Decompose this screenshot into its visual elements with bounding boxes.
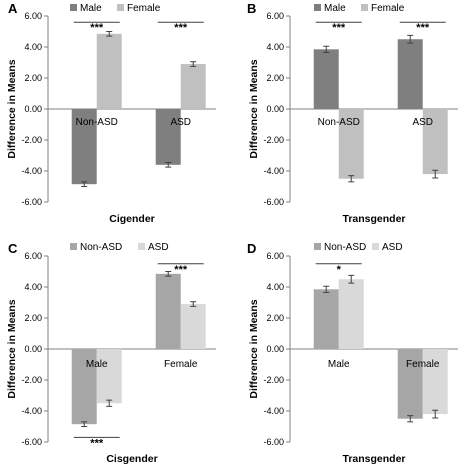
legend-swatch [361,4,368,11]
legend-swatch [138,243,145,250]
significance-marker: *** [332,22,346,34]
y-tick-label: 6.00 [24,251,42,261]
significance-marker: *** [174,264,188,276]
y-axis-title: Difference in Means [6,299,18,398]
bar-male-non-asd [313,49,339,109]
y-tick-label: -2.00 [263,375,284,385]
bar-female-asd [422,109,448,175]
significance-marker: *** [90,22,104,34]
y-tick-label: 6.00 [24,11,42,21]
x-category-label: ASD [170,117,191,128]
y-tick-label: -4.00 [263,406,284,416]
legend-label: Non-ASD [80,242,122,253]
significance-marker: * [337,264,342,276]
y-tick-label: 6.00 [266,11,284,21]
bar-non-asd-male [313,289,339,349]
legend-label: Male [80,3,102,14]
chart-panel-a: A 6.00 4.00 2.00 0.00 -2.00 -4.00 -6.00 Differen… [6,1,216,225]
y-tick-label: 4.00 [266,42,284,52]
bar-non-asd-male [71,349,97,425]
chart-subtitle: Transgender [342,213,405,225]
x-category-label: Male [86,359,108,370]
y-tick-label: 0.00 [24,104,42,114]
y-tick-label: -4.00 [21,406,42,416]
bar-non-asd-female [397,349,423,419]
bar-non-asd-female [155,273,181,349]
legend-label: Male [324,3,346,14]
y-tick-label: 4.00 [24,42,42,52]
significance-marker: *** [416,22,430,34]
panel-letter: C [8,241,18,256]
legend-label: ASD [382,242,403,253]
bar-female-non-asd [96,33,122,110]
y-tick-label: -2.00 [263,135,284,145]
y-tick-label: 2.00 [24,313,42,323]
chart-panel-d: D 6.00 4.00 2.00 0.00 -2.00 -4.00 -6.00 Differen… [247,241,458,465]
y-tick-label: 0.00 [24,344,42,354]
legend-swatch [314,4,321,11]
panel-letter: A [8,1,18,16]
legend-swatch [314,243,321,250]
legend-label: Female [127,3,161,14]
bar-asd-female [180,304,206,349]
legend-swatch [372,243,379,250]
y-tick-label: -6.00 [263,437,284,447]
y-tick-label: 2.00 [24,73,42,83]
chart-panel-b: B 6.00 4.00 2.00 0.00 -2.00 -4.00 -6.00 Differen… [247,1,458,225]
bar-asd-male [338,279,364,349]
legend-label: Non-ASD [324,242,366,253]
y-axis-title: Difference in Means [248,299,260,398]
chart-subtitle: Cigender [109,213,155,225]
significance-marker: *** [90,437,104,449]
bar-male-asd [397,39,423,109]
x-category-label: Female [164,359,198,370]
panel-letter: B [247,1,256,16]
chart-subtitle: Cisgender [106,453,157,465]
legend-swatch [117,4,124,11]
panel-letter: D [247,241,256,256]
x-category-label: Non-ASD [318,117,360,128]
bar-asd-male [96,349,122,404]
y-tick-label: 0.00 [266,344,284,354]
legend-swatch [70,243,77,250]
bar-male-asd [155,109,181,165]
y-tick-label: -2.00 [21,375,42,385]
y-tick-label: -4.00 [263,166,284,176]
y-tick-label: 2.00 [266,73,284,83]
y-tick-label: -2.00 [21,135,42,145]
y-tick-label: -6.00 [21,197,42,207]
bar-female-asd [180,64,206,109]
y-tick-label: -4.00 [21,166,42,176]
y-tick-label: 2.00 [266,313,284,323]
y-tick-label: -6.00 [263,197,284,207]
significance-marker: *** [174,22,188,34]
chart-panel-c: C 6.00 4.00 2.00 0.00 -2.00 -4.00 -6.00 Differen… [6,241,216,465]
legend-label: Female [371,3,405,14]
x-category-label: Male [328,359,350,370]
y-tick-label: 0.00 [266,104,284,114]
y-tick-label: -6.00 [21,437,42,447]
y-tick-label: 4.00 [24,282,42,292]
bar-male-non-asd [71,109,97,185]
legend-label: ASD [148,242,169,253]
x-category-label: Female [406,359,440,370]
y-axis-title: Difference in Means [248,59,260,158]
bar-asd-female [422,349,448,415]
y-tick-label: 6.00 [266,251,284,261]
x-category-label: Non-ASD [76,117,118,128]
legend-swatch [70,4,77,11]
y-tick-label: 4.00 [266,282,284,292]
bar-female-non-asd [338,109,364,179]
x-category-label: ASD [412,117,433,128]
chart-subtitle: Transgender [342,453,405,465]
y-axis-title: Difference in Means [6,59,18,158]
